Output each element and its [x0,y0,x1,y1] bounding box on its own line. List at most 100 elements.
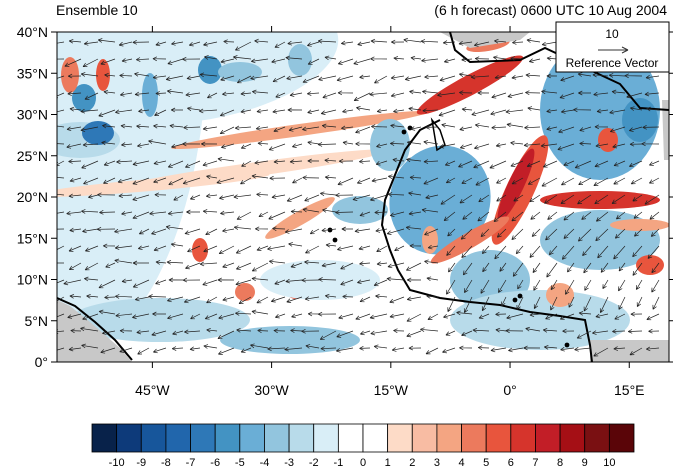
wind-vector [541,41,558,47]
wind-vector [464,279,473,293]
wind-vector [561,177,575,186]
wind-vector [251,174,269,179]
anomaly-patch [142,73,158,117]
wind-vector [83,41,99,46]
wind-vector [629,106,643,111]
wind-vector [498,279,507,293]
wind-vector [199,108,218,114]
wind-vector [218,313,235,320]
wind-vector [267,245,286,251]
wind-vector [565,279,575,295]
wind-vector [406,262,422,271]
wind-vector [355,126,371,134]
colorbar-label: -2 [309,457,319,469]
wind-vector [250,343,269,349]
wind-vector [422,89,439,95]
wind-vector [577,72,592,77]
wind-vector [424,74,439,80]
wind-vector [273,126,286,133]
lat-tick-label: 25°N [17,148,48,164]
wind-vector [307,109,320,115]
wind-vector [357,279,371,285]
wind-vector [186,209,200,215]
wind-vector [406,313,422,322]
wind-vector [424,259,439,265]
wind-vector [629,141,643,147]
wind-vector [220,75,235,82]
wind-vector [236,211,252,220]
wind-vector [66,126,82,132]
wind-vector [652,296,660,310]
wind-vector [190,194,201,200]
wind-vector [252,89,269,95]
wind-vector [148,294,167,299]
wind-vector [614,228,626,239]
wind-vector [168,177,184,186]
anomaly-patch [598,128,618,152]
wind-vector [447,228,456,237]
wind-vector [632,245,643,258]
wind-vector [342,108,354,114]
wind-vector [99,209,116,215]
wind-vector [480,279,490,294]
wind-vector [546,73,558,79]
wind-vector [307,41,320,47]
wind-vector [478,194,490,203]
wind-vector [100,347,116,354]
wind-vector [68,159,82,164]
wind-vector [117,177,133,184]
wind-vector [288,242,303,247]
colorbar-label: 8 [557,457,563,469]
wind-vector [201,141,218,147]
wind-vector [387,262,405,269]
wind-vector [356,105,371,111]
wind-vector [218,347,235,355]
wind-vector [525,326,541,332]
wind-vector [57,313,65,318]
wind-vector [420,39,439,44]
wind-vector [649,160,660,166]
wind-vector [154,192,167,198]
wind-vector [324,158,337,163]
wind-vector [115,294,133,299]
wind-vector [629,160,643,168]
wind-vector [184,228,201,235]
wind-vector [403,37,422,43]
wind-vector [236,327,252,333]
wind-vector [613,160,626,167]
wind-vector [390,141,405,146]
wind-vector [309,228,320,235]
wind-vector [567,262,575,273]
wind-vector [648,328,660,334]
wind-vector [533,279,541,291]
wind-vector [220,58,235,64]
wind-vector [235,311,252,316]
wind-vector [285,278,303,284]
wind-vector [576,330,592,339]
wind-vector [458,160,473,168]
wind-vector [186,75,201,81]
wind-vector [83,177,99,185]
wind-vector [324,175,337,180]
wind-vector [241,160,252,167]
wind-vector [578,177,592,186]
wind-vector [505,328,524,334]
wind-vector [409,243,422,249]
wind-vector [240,347,252,353]
wind-vector [373,344,388,350]
wind-vector [121,211,133,216]
wind-vector [155,279,167,285]
wind-vector [185,262,201,270]
wind-vector [577,194,592,205]
wind-vector [272,109,286,114]
lat-tick-label: 20°N [17,189,48,205]
wind-vector [359,74,371,80]
wind-vector [342,294,354,300]
wind-vector [513,194,524,202]
wind-vector [66,143,82,149]
anomaly-patch [610,219,669,231]
wind-vector [182,277,201,283]
colorbar-swatch [362,423,389,453]
wind-vector [257,328,269,334]
wind-vector [340,279,354,286]
